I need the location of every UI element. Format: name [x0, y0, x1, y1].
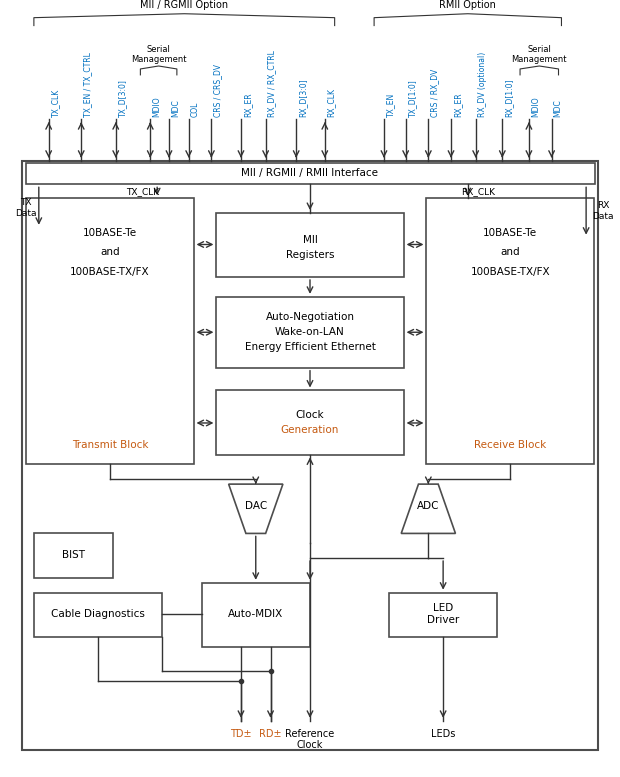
Text: and: and [500, 247, 520, 257]
Bar [34, 593, 162, 637]
Bar [26, 198, 193, 465]
Text: RX_DV (optional): RX_DV (optional) [477, 52, 487, 117]
Text: TX_D[1:0]: TX_D[1:0] [407, 79, 417, 117]
Text: TX_CLK: TX_CLK [51, 89, 60, 117]
Text: MDC: MDC [171, 99, 180, 117]
Text: RX_ER: RX_ER [453, 92, 462, 117]
Text: RD±: RD± [259, 729, 282, 739]
Text: and: and [100, 247, 120, 257]
Text: TX
Data: TX Data [16, 198, 37, 218]
Text: RX
Data: RX Data [592, 201, 614, 221]
Text: Generation: Generation [281, 425, 339, 435]
Text: RX_DV / RX_CTRL: RX_DV / RX_CTRL [268, 51, 277, 117]
Text: RX_D[3:0]: RX_D[3:0] [298, 78, 307, 117]
Polygon shape [401, 484, 456, 534]
Bar [22, 161, 598, 751]
Text: Reference
Clock: Reference Clock [285, 729, 335, 751]
Text: Receive Block: Receive Block [474, 440, 546, 450]
Text: COL: COL [191, 102, 200, 117]
Text: TD±: TD± [230, 729, 252, 739]
Text: TX_CLK: TX_CLK [126, 186, 159, 196]
Bar [216, 297, 404, 368]
Text: MII / RGMII Option: MII / RGMII Option [140, 0, 228, 10]
Text: MDIO: MDIO [531, 96, 540, 117]
Text: Energy Efficient Ethernet: Energy Efficient Ethernet [244, 342, 376, 352]
Text: BIST: BIST [62, 550, 85, 560]
Text: RMII Option: RMII Option [440, 0, 496, 10]
Text: Auto-Negotiation: Auto-Negotiation [265, 312, 355, 322]
Text: MII: MII [303, 235, 317, 245]
Text: 100BASE-TX/FX: 100BASE-TX/FX [70, 267, 149, 277]
Polygon shape [229, 484, 283, 534]
Bar [34, 534, 113, 578]
Text: 10BASE-Te: 10BASE-Te [483, 228, 538, 238]
Text: Transmit Block: Transmit Block [71, 440, 148, 450]
Text: 10BASE-Te: 10BASE-Te [82, 228, 137, 238]
Text: Serial
Management: Serial Management [131, 44, 187, 64]
Bar [389, 593, 497, 637]
Text: RX_D[1:0]: RX_D[1:0] [504, 78, 513, 117]
Text: MII / RGMII / RMII Interface: MII / RGMII / RMII Interface [242, 169, 378, 179]
Text: MDC: MDC [554, 99, 562, 117]
Bar [26, 162, 595, 184]
Text: TX_D[3:0]: TX_D[3:0] [118, 79, 126, 117]
Text: Serial
Management: Serial Management [512, 44, 567, 64]
Bar [427, 198, 594, 465]
Bar [202, 583, 310, 646]
Text: CRS / RX_DV: CRS / RX_DV [430, 69, 440, 117]
Text: LED
Driver: LED Driver [427, 604, 459, 625]
Bar [216, 213, 404, 277]
Text: DAC: DAC [245, 501, 267, 510]
Text: MDIO: MDIO [153, 96, 161, 117]
Text: Cable Diagnostics: Cable Diagnostics [51, 609, 145, 619]
Text: Registers: Registers [286, 250, 334, 260]
Text: TX_EN / TX_CTRL: TX_EN / TX_CTRL [83, 52, 92, 117]
Bar [216, 390, 404, 455]
Text: 100BASE-TX/FX: 100BASE-TX/FX [471, 267, 550, 277]
Text: LEDs: LEDs [431, 729, 455, 739]
Text: TX_EN: TX_EN [386, 93, 395, 117]
Text: RX_CLK: RX_CLK [461, 186, 495, 196]
Text: Clock: Clock [296, 410, 324, 420]
Text: Wake-on-LAN: Wake-on-LAN [275, 327, 345, 337]
Text: CRS / CRS_DV: CRS / CRS_DV [213, 64, 223, 117]
Text: Auto-MDIX: Auto-MDIX [228, 609, 283, 619]
Text: ADC: ADC [417, 501, 440, 510]
Text: RX_ER: RX_ER [243, 92, 252, 117]
Text: RX_CLK: RX_CLK [327, 89, 336, 117]
